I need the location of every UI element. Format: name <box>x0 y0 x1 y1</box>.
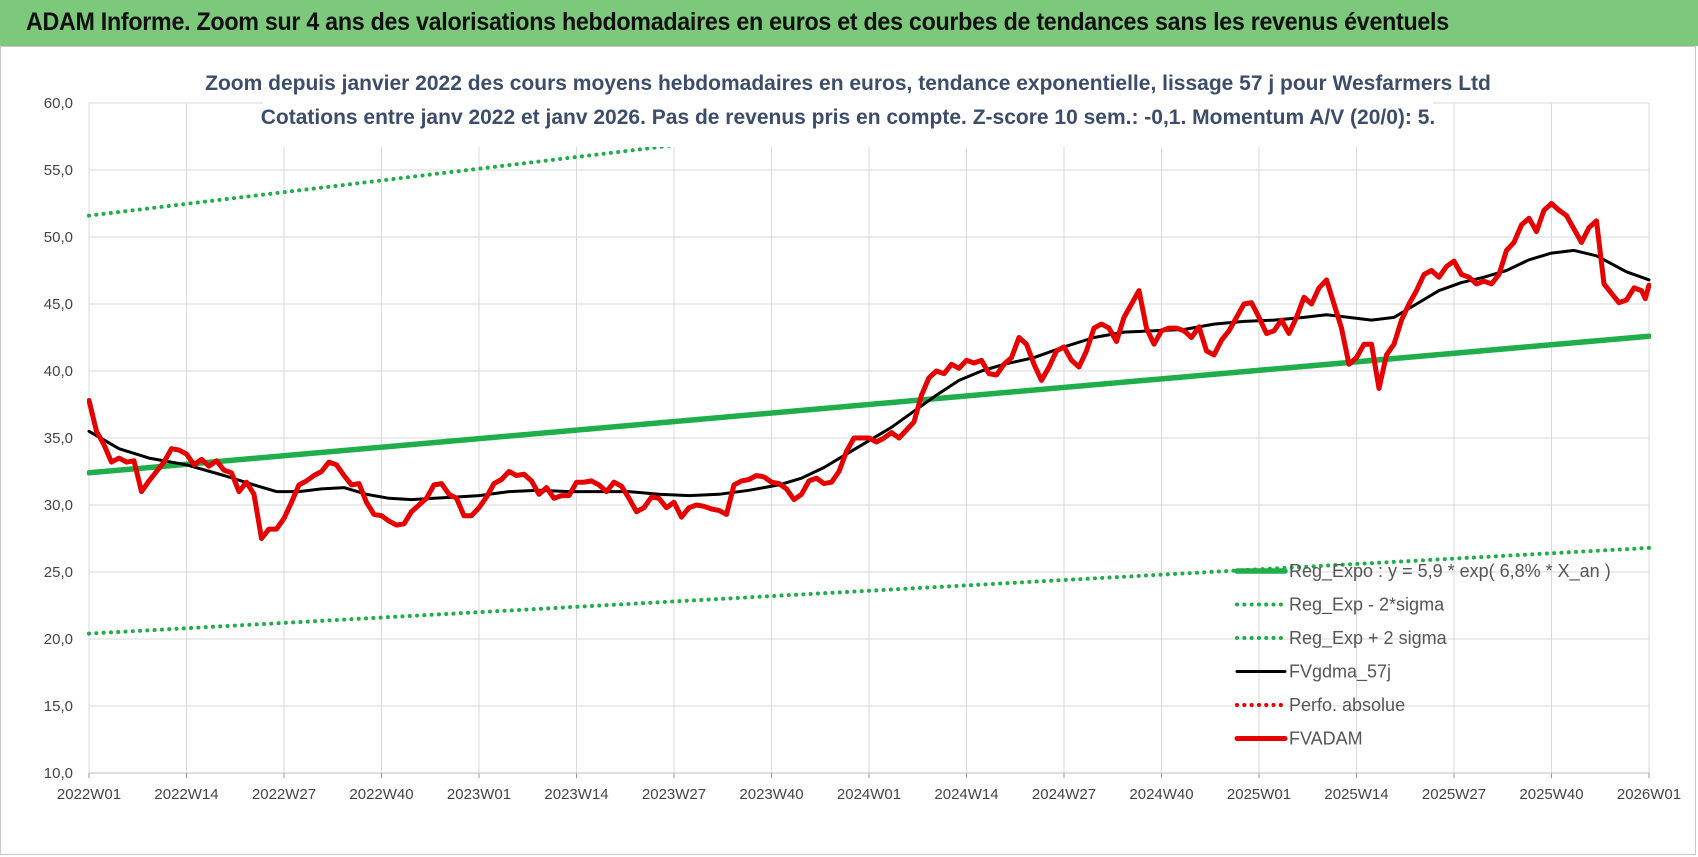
series-line-reg-expo-y-5-9-exp-6-8-x-an <box>87 333 1651 476</box>
x-tick-label: 2024W14 <box>934 786 998 803</box>
legend-label: Reg_Exp - 2*sigma <box>1289 595 1445 616</box>
x-tick-label: 2025W01 <box>1227 786 1291 803</box>
chart-frame: Zoom depuis janvier 2022 des cours moyen… <box>0 46 1696 855</box>
y-tick-label: 20,0 <box>44 631 73 648</box>
x-tick-label: 2023W27 <box>642 786 706 803</box>
title-backdrop <box>263 65 1433 147</box>
series-line-reg-exp-2-sigma <box>87 545 1651 636</box>
y-tick-label: 25,0 <box>44 564 73 581</box>
legend: Reg_Expo : y = 5,9 * exp( 6,8% * X_an ) R… <box>1234 561 1611 749</box>
x-tick-label: 2024W27 <box>1032 786 1096 803</box>
x-tick-label: 2023W14 <box>544 786 608 803</box>
y-tick-label: 60,0 <box>44 95 73 112</box>
series-lines <box>87 101 1651 636</box>
y-tick-label: 40,0 <box>44 363 73 380</box>
series-line-reg-exp-2-sigma <box>87 101 1059 218</box>
y-tick-label: 45,0 <box>44 296 73 313</box>
x-tick-label: 2022W01 <box>57 786 121 803</box>
series-line-fvgdma-57j <box>87 248 1651 502</box>
x-tick-label: 2025W40 <box>1519 786 1583 803</box>
y-tick-label: 35,0 <box>44 430 73 447</box>
x-tick-label: 2023W40 <box>739 786 803 803</box>
x-tick-label: 2023W01 <box>447 786 511 803</box>
x-tick-label: 2025W27 <box>1422 786 1486 803</box>
report-banner: ADAM Informe. Zoom sur 4 ans des valoris… <box>0 0 1698 46</box>
x-tick-label: 2024W01 <box>837 786 901 803</box>
y-tick-label: 15,0 <box>44 698 73 715</box>
legend-label: Reg_Exp + 2 sigma <box>1289 628 1448 649</box>
chart-subtitle: Cotations entre janv 2022 et janv 2026. … <box>261 106 1435 129</box>
x-tick-label: 2022W40 <box>349 786 413 803</box>
x-tick-label: 2025W14 <box>1324 786 1388 803</box>
x-tick-label: 2022W27 <box>252 786 316 803</box>
y-tick-label: 10,0 <box>44 765 73 782</box>
y-tick-label: 30,0 <box>44 497 73 514</box>
legend-label: FVgdma_57j <box>1289 662 1391 683</box>
legend-label: FVADAM <box>1289 729 1363 749</box>
y-axis-ticks: 10,0 15,0 20,0 25,0 30,0 35,0 40,0 45,0 50,0 55,0… <box>44 95 73 782</box>
y-tick-label: 50,0 <box>44 229 73 246</box>
x-tick-label: 2024W40 <box>1129 786 1193 803</box>
x-axis-ticks: 2022W01 2022W14 2022W27 2022W40 2023W01 2023W… <box>57 786 1681 803</box>
series-line-fvadam <box>87 201 1651 541</box>
legend-label: Reg_Expo : y = 5,9 * exp( 6,8% * X_an ) <box>1289 561 1611 582</box>
legend-label: Perfo. absolue <box>1289 695 1405 715</box>
report-title: ADAM Informe. Zoom sur 4 ans des valoris… <box>26 8 1449 36</box>
chart-title: Zoom depuis janvier 2022 des cours moyen… <box>205 72 1491 95</box>
y-tick-label: 55,0 <box>44 162 73 179</box>
x-tick-label: 2022W14 <box>154 786 218 803</box>
x-tick-label: 2026W01 <box>1617 786 1681 803</box>
line-chart: Zoom depuis janvier 2022 des cours moyen… <box>44 65 1681 803</box>
